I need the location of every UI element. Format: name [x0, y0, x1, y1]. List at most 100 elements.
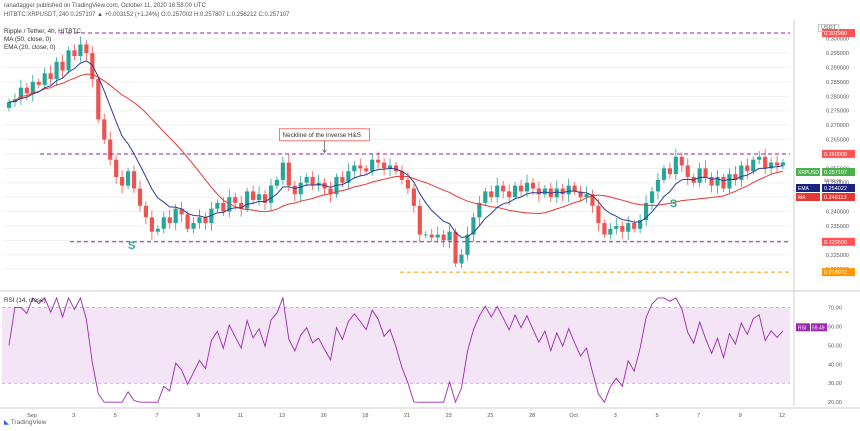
candle: [149, 217, 154, 232]
candle: [626, 223, 631, 232]
ma-line: [8, 73, 784, 215]
candle: [376, 159, 381, 163]
candle: [518, 185, 524, 192]
candle: [268, 185, 274, 203]
candle: [262, 194, 268, 203]
candle: [304, 176, 309, 183]
candle: [453, 231, 458, 264]
rsi-symbol-text: RSI: [798, 325, 806, 331]
level-tag: [822, 29, 855, 38]
symbol-tag: [796, 168, 820, 176]
candle: [96, 79, 101, 120]
time-axis: Sep 3 5 7 9 11 13 16 18 21 23 25 28 Oct 3 5 7 9 12: [27, 413, 785, 419]
candle: [685, 165, 690, 177]
candle: [578, 191, 583, 198]
candle: [513, 185, 518, 198]
time-tick-label: 11: [237, 413, 243, 419]
time-tick-label: 21: [404, 413, 410, 419]
candle: [221, 202, 226, 212]
price-tag: [822, 168, 855, 176]
level-tag: [822, 149, 855, 158]
rsi-line: [8, 296, 784, 404]
candle: [340, 176, 345, 183]
candle: [298, 182, 303, 195]
publisher-text: ranadagger published on TradingView.com,…: [4, 3, 206, 9]
candle: [774, 162, 780, 166]
candle: [673, 156, 678, 175]
candle: [590, 194, 595, 206]
time-tick-label: Sep: [27, 413, 37, 419]
legend-ema: EMA (20, close, 0): [4, 44, 56, 51]
price-tag-text: 0.257107: [824, 170, 847, 176]
candle: [441, 234, 446, 241]
time-tick-label: 5: [655, 413, 658, 419]
candle: [530, 182, 536, 189]
candle: [661, 168, 667, 180]
candle: [757, 156, 762, 160]
candle: [18, 87, 23, 100]
candle: [739, 165, 744, 180]
candle: [358, 165, 363, 169]
candle: [536, 188, 541, 195]
candle: [54, 61, 59, 80]
price-tick-label: 0.225000: [826, 253, 849, 259]
level-tag-text: 0.218972: [824, 270, 847, 276]
currency-badge[interactable]: USDT: [818, 24, 839, 32]
time-tick-label: 16: [321, 413, 327, 419]
rsi-tick-label: 70.00: [828, 305, 842, 311]
candle: [66, 50, 71, 71]
price-tick-label: 0.235000: [826, 224, 849, 230]
time-tick-label: 3: [614, 413, 617, 419]
price-tick-label: 0.270000: [826, 123, 849, 129]
level-tag: [822, 237, 855, 246]
rsi-tick-label: 60.00: [828, 324, 842, 330]
rsi-tick-label: 40.00: [828, 362, 842, 368]
candle: [572, 185, 577, 192]
time-tick-label: 18: [362, 413, 368, 419]
candle: [36, 81, 41, 85]
candle: [524, 182, 530, 192]
price-tag: [822, 193, 855, 201]
candle: [751, 159, 756, 172]
candle: [429, 234, 434, 238]
footer-brand-text: TradingView: [10, 419, 47, 426]
candle: [643, 202, 649, 221]
time-tick-label: 5: [114, 413, 117, 419]
candle: [155, 228, 160, 232]
candle: [667, 168, 672, 175]
candle: [679, 156, 684, 166]
rsi-value-text: 59.49: [812, 325, 825, 331]
candle: [161, 217, 166, 229]
candle: [239, 202, 244, 209]
symbol-tag-text: MA: [798, 195, 806, 201]
price-tag: [822, 184, 855, 192]
candle: [763, 156, 768, 169]
candle: [697, 168, 702, 183]
candle: [328, 188, 333, 195]
candle: [256, 194, 262, 201]
candle: [203, 217, 208, 224]
candle: [251, 191, 256, 201]
candle: [274, 179, 279, 186]
symbol-tag-text: EMA: [798, 186, 810, 192]
price-tick-label: 0.265000: [826, 138, 849, 144]
chart-legend: Ripple / Tether, 4h, HITBTC MA (50, clos…: [4, 28, 81, 52]
candle: [614, 225, 619, 229]
candle: [423, 234, 428, 236]
candle: [417, 205, 422, 235]
candle: [72, 50, 77, 57]
time-tick-label: 7: [155, 413, 158, 419]
candle: [495, 185, 500, 198]
footer-brand: ◣ TradingView: [4, 418, 46, 426]
candle: [721, 176, 726, 189]
candle: [465, 234, 470, 255]
candle: [6, 102, 12, 108]
rsi-band: [2, 307, 790, 384]
rsi-value-tag: [811, 323, 827, 332]
price-tick-label: 0.275000: [826, 109, 849, 115]
rsi-tick-label: 30.00: [828, 381, 842, 387]
candle: [780, 162, 786, 166]
candle: [459, 254, 464, 264]
ema-line: [8, 60, 784, 238]
